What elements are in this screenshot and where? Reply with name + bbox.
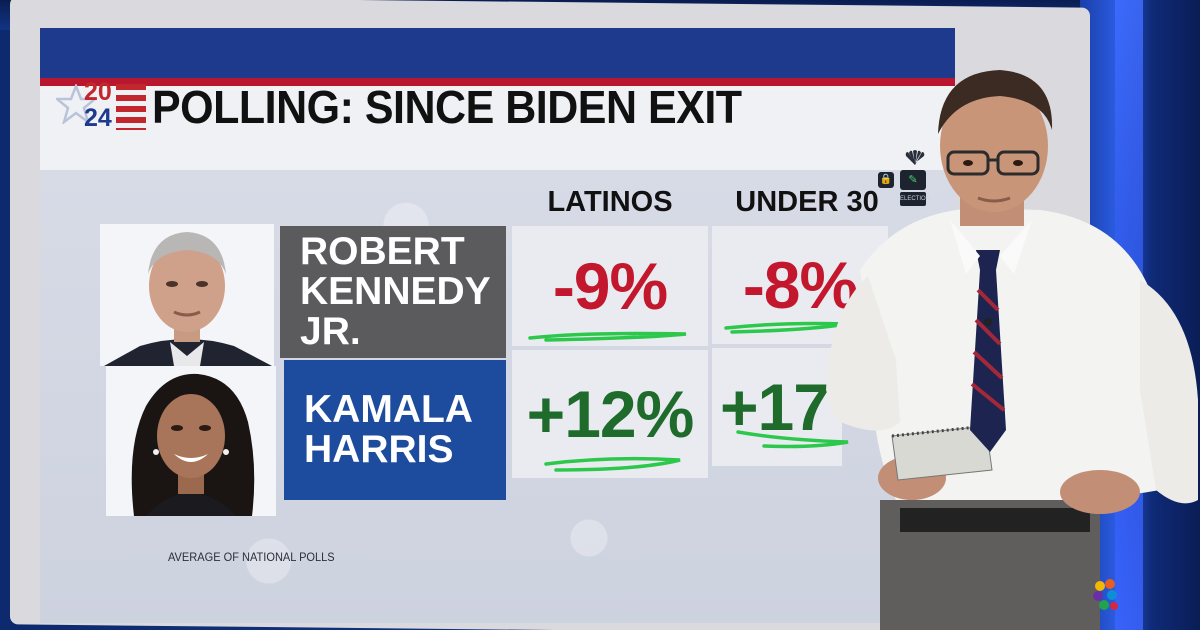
- underline-harris-under30: [736, 430, 849, 449]
- kennedy-under30-value: -8%: [742, 248, 858, 322]
- kennedy-latinos-value: -9%: [552, 249, 668, 323]
- harris-under30-cell: +17: [712, 348, 842, 466]
- footnote-source: AVERAGE OF NATIONAL POLLS: [168, 550, 335, 564]
- harris-name-cell: KAMALA HARRIS: [284, 360, 506, 500]
- kennedy-first-name: ROBERT: [300, 230, 465, 273]
- star-icon: [56, 84, 96, 124]
- column-header-under-30: UNDER 30: [735, 186, 879, 218]
- header-white-rule: [40, 86, 955, 90]
- presenter: [826, 70, 1198, 630]
- harris-last-name: HARRIS: [304, 428, 454, 471]
- nbc-peacock-icon: [905, 150, 925, 165]
- logo-year-bottom: 24: [84, 104, 112, 132]
- column-header-latinos: LATINOS: [547, 186, 673, 218]
- kennedy-name-cell: ROBERT KENNEDY JR.: [280, 226, 506, 358]
- harris-first-name: KAMALA: [304, 388, 473, 431]
- page-title: POLLING: SINCE BIDEN EXIT: [152, 82, 742, 134]
- header-band: [40, 28, 955, 78]
- pen-icon[interactable]: ✎: [900, 170, 926, 190]
- underline-kennedy-latinos: [528, 331, 687, 342]
- harris-photo: [106, 366, 276, 516]
- header-red-rule: [40, 78, 955, 86]
- logo-year-top: 20: [84, 78, 112, 106]
- kennedy-photo: [100, 224, 274, 366]
- election-icon[interactable]: ELECTION: [900, 192, 930, 206]
- title-area: [40, 90, 955, 170]
- harris-latinos-cell: +12%: [512, 350, 708, 478]
- election-2024-logo: 20 24: [56, 76, 152, 138]
- harris-latinos-value: +12%: [526, 377, 695, 451]
- logo-stripes: [116, 84, 146, 130]
- kennedy-last-name: KENNEDY JR.: [300, 270, 490, 353]
- msnbc-peacock-icon: [1093, 579, 1118, 610]
- kennedy-latinos-cell: -9%: [512, 226, 708, 346]
- board-controls: 🔒 ✎ ELECTION: [878, 150, 938, 210]
- underline-harris-latinos: [544, 456, 681, 472]
- lock-icon[interactable]: 🔒: [878, 172, 894, 188]
